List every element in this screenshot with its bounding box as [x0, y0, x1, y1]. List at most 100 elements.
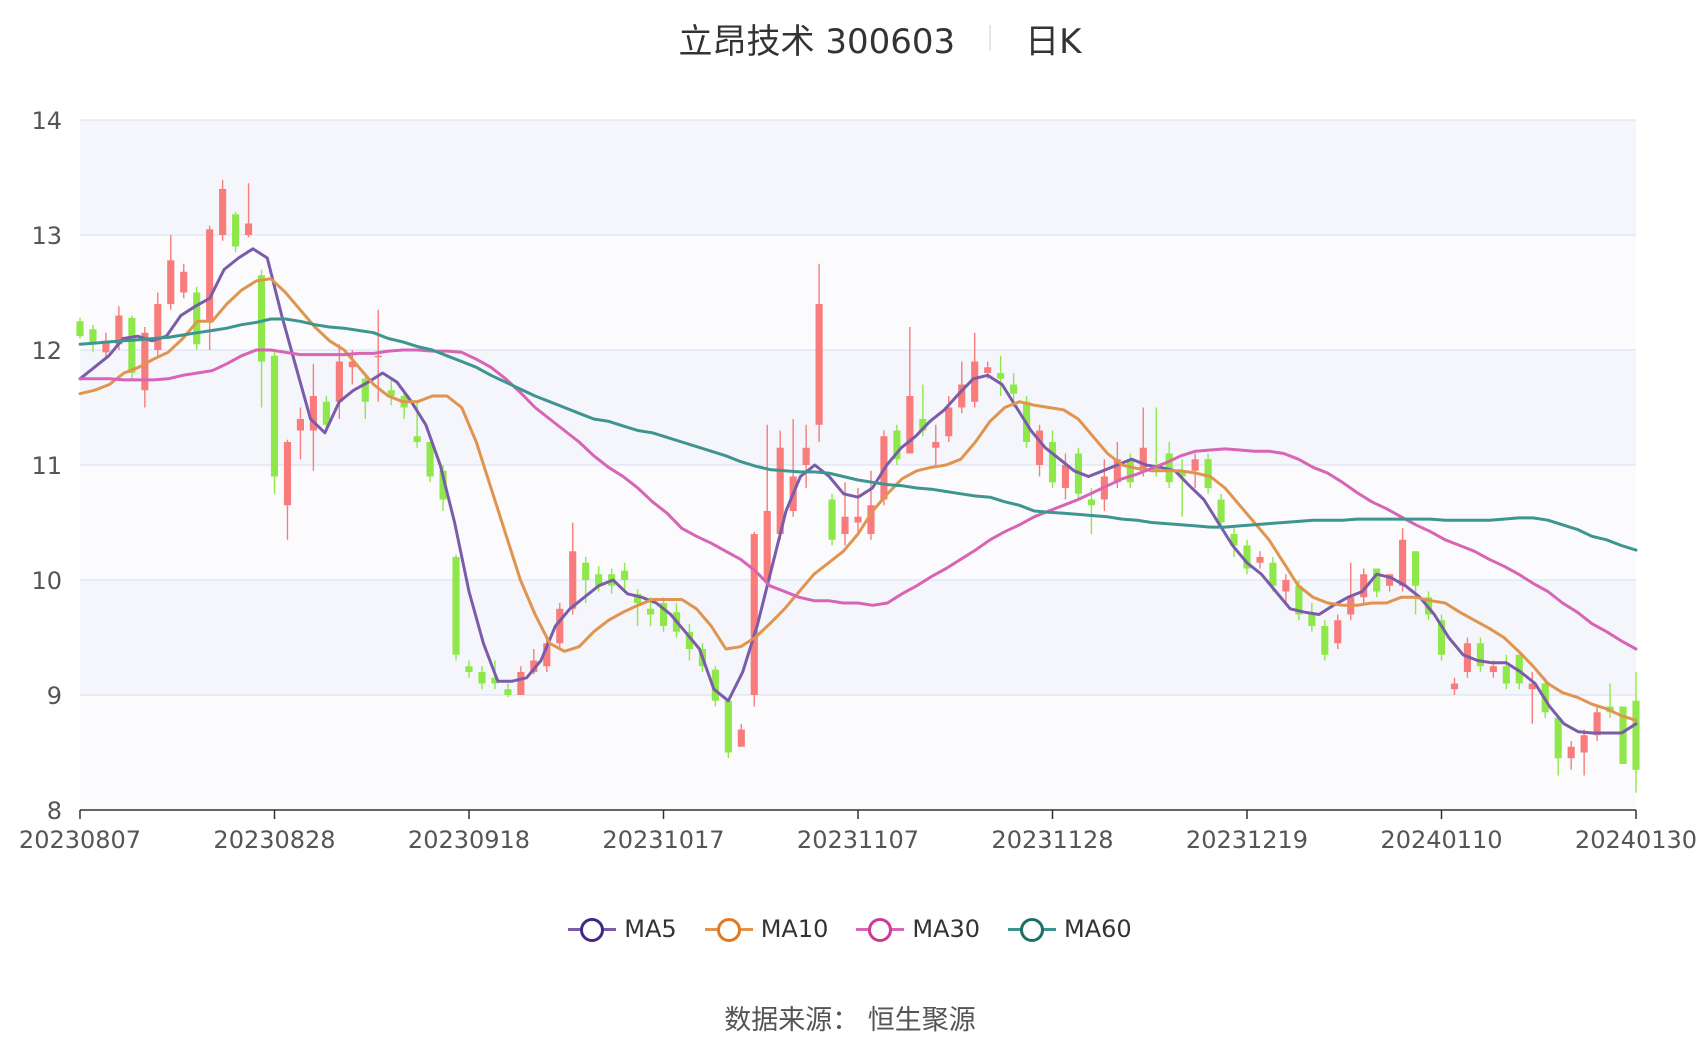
ma-line-ma10 — [78, 277, 1638, 722]
candle-body — [439, 470, 447, 500]
legend-label: MA5 — [624, 915, 677, 943]
plot-band — [80, 120, 1636, 235]
legend-marker-icon — [856, 916, 905, 942]
candle — [76, 317, 84, 339]
y-tick-label: 9 — [47, 682, 62, 710]
candle — [193, 286, 201, 350]
candle-body — [335, 361, 343, 402]
candle — [128, 315, 136, 379]
candle-body — [802, 447, 810, 465]
candle-body — [1450, 683, 1459, 690]
candle — [1632, 672, 1640, 793]
data-source: 数据来源： 恒生聚源 — [0, 998, 1700, 1037]
candle — [309, 363, 317, 471]
candle-body — [413, 436, 421, 442]
candle-body — [1476, 643, 1484, 667]
candle-body — [167, 260, 175, 304]
candle — [465, 660, 473, 678]
legend-item-ma10[interactable]: MA10 — [704, 915, 828, 943]
candle — [1360, 568, 1368, 603]
candle — [1035, 424, 1044, 477]
candle-body — [906, 396, 914, 454]
y-axis: 8 9 10 11 12 13 14 — [31, 107, 62, 825]
candle-body — [115, 315, 123, 345]
plot-band — [80, 580, 1636, 695]
chart-title-bar: 立昂技术 300603 日K — [0, 8, 1700, 68]
ma-line-ma30 — [78, 348, 1638, 651]
candle — [167, 235, 175, 310]
legend-label: MA60 — [1064, 915, 1132, 943]
candle-body — [1412, 551, 1420, 586]
candle-body — [1204, 459, 1212, 488]
candle — [750, 531, 758, 707]
candle-body — [711, 669, 719, 701]
candle-body — [1334, 620, 1342, 644]
candle-body — [322, 401, 330, 425]
y-tick-label: 13 — [31, 222, 62, 250]
legend-item-ma30[interactable]: MA30 — [856, 915, 980, 943]
candle-body — [1489, 666, 1497, 672]
candle-body — [1321, 626, 1329, 655]
candle-body — [556, 608, 564, 644]
candle-body — [646, 608, 655, 615]
candle-body — [348, 361, 356, 368]
candle — [1048, 430, 1057, 488]
candle-body — [141, 332, 149, 391]
candle-body — [1061, 465, 1070, 488]
candle-body — [1256, 557, 1264, 563]
candle-body — [102, 340, 110, 353]
legend-label: MA30 — [912, 915, 981, 943]
candle-body — [1010, 384, 1018, 394]
candle — [180, 263, 188, 299]
plot-band — [80, 235, 1636, 350]
candle — [1230, 528, 1238, 557]
candle-body — [374, 355, 382, 358]
candle-body — [491, 677, 499, 684]
candle-body — [1035, 430, 1044, 465]
candle-body — [1217, 499, 1225, 523]
candle — [154, 292, 162, 356]
y-tick-label: 11 — [31, 452, 62, 480]
candle-body — [932, 442, 940, 448]
candle-body — [154, 304, 162, 350]
legend: MA5 MA10 MA30 MA60 — [0, 915, 1700, 943]
candle-body — [361, 378, 369, 402]
candle-body — [193, 292, 201, 345]
candle — [335, 344, 343, 419]
candle — [958, 361, 966, 414]
legend-circle — [580, 918, 605, 942]
candle-body — [1126, 459, 1134, 483]
candle-body — [1243, 545, 1251, 569]
candle-body — [984, 367, 992, 373]
candle — [1308, 603, 1316, 632]
candle-body — [763, 511, 771, 580]
candle — [1321, 620, 1329, 661]
ma-line-ma5 — [78, 247, 1638, 735]
candle-body — [854, 516, 862, 523]
candle — [1243, 539, 1251, 575]
candle-body — [1632, 700, 1640, 770]
candle-body — [1113, 459, 1121, 483]
legend-marker-icon — [568, 916, 617, 942]
candle — [296, 407, 304, 460]
candle-body — [1437, 620, 1446, 655]
legend-item-ma60[interactable]: MA60 — [1008, 915, 1132, 943]
candle-body — [1373, 568, 1381, 592]
candle-body — [1528, 683, 1536, 690]
candle-body — [1295, 585, 1303, 615]
candle-body — [309, 396, 317, 431]
candle — [815, 263, 823, 442]
candle-body — [1515, 654, 1523, 684]
candle-body — [245, 223, 253, 235]
candle — [1412, 551, 1420, 615]
candle — [1502, 654, 1510, 690]
candle-body — [1048, 442, 1057, 483]
plot-band — [80, 695, 1636, 810]
candle-body — [387, 390, 395, 396]
candle-body — [634, 593, 642, 603]
legend-item-ma5[interactable]: MA5 — [568, 915, 677, 943]
candle-body — [1580, 735, 1588, 753]
candle-body — [180, 271, 188, 293]
candle — [478, 666, 486, 690]
candle-body — [750, 534, 758, 695]
